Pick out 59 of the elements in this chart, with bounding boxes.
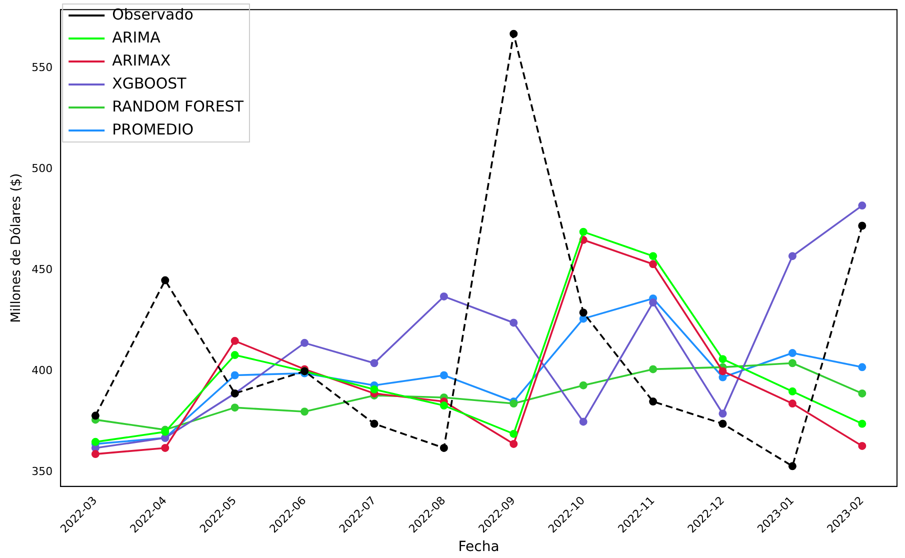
point bbox=[788, 400, 796, 408]
point bbox=[370, 359, 378, 368]
legend-label: Observado bbox=[112, 5, 194, 24]
y-tick-label: 350 bbox=[32, 465, 53, 478]
point bbox=[649, 398, 658, 406]
point bbox=[788, 462, 796, 470]
point bbox=[91, 412, 100, 420]
point bbox=[788, 252, 796, 260]
point bbox=[510, 30, 518, 38]
point bbox=[718, 410, 727, 418]
point bbox=[161, 444, 170, 452]
point bbox=[161, 276, 170, 284]
point bbox=[858, 363, 866, 372]
point bbox=[858, 389, 866, 398]
legend-label: XGBOOST bbox=[112, 74, 188, 92]
point bbox=[230, 351, 239, 360]
point bbox=[718, 355, 727, 364]
point bbox=[440, 402, 448, 410]
x-axis-title: Fecha bbox=[458, 539, 500, 556]
point bbox=[579, 418, 588, 426]
point bbox=[440, 371, 448, 380]
point bbox=[300, 408, 309, 416]
point bbox=[649, 260, 658, 268]
point bbox=[230, 371, 239, 380]
point bbox=[858, 442, 866, 450]
point bbox=[510, 318, 518, 327]
point bbox=[788, 349, 796, 358]
point bbox=[858, 202, 866, 210]
y-axis-title: Millones de Dólares ($) bbox=[9, 173, 24, 323]
point bbox=[230, 336, 239, 345]
y-tick-label: 400 bbox=[32, 364, 53, 378]
legend-label: PROMEDIO bbox=[112, 120, 194, 138]
y-tick-label: 500 bbox=[32, 162, 53, 176]
point bbox=[440, 292, 448, 300]
legend-label: ARIMAX bbox=[112, 51, 171, 70]
y-tick-label: 450 bbox=[32, 263, 53, 276]
point bbox=[300, 338, 309, 347]
y-tick-label: 550 bbox=[32, 61, 53, 74]
point bbox=[370, 420, 378, 428]
point bbox=[230, 404, 239, 412]
legend-label: RANDOM FOREST bbox=[112, 97, 244, 116]
point bbox=[718, 367, 727, 376]
point bbox=[370, 385, 378, 394]
legend-label: ARIMA bbox=[112, 28, 162, 46]
point bbox=[440, 444, 448, 452]
point bbox=[788, 359, 796, 368]
point bbox=[91, 450, 100, 458]
point bbox=[510, 440, 518, 448]
point bbox=[649, 365, 658, 374]
point bbox=[510, 430, 518, 438]
point bbox=[579, 228, 588, 236]
point bbox=[858, 222, 866, 230]
point bbox=[718, 420, 727, 428]
point bbox=[649, 252, 658, 260]
point bbox=[579, 308, 588, 317]
point bbox=[649, 298, 658, 307]
point bbox=[858, 420, 866, 428]
point bbox=[788, 387, 796, 396]
point bbox=[579, 381, 588, 390]
